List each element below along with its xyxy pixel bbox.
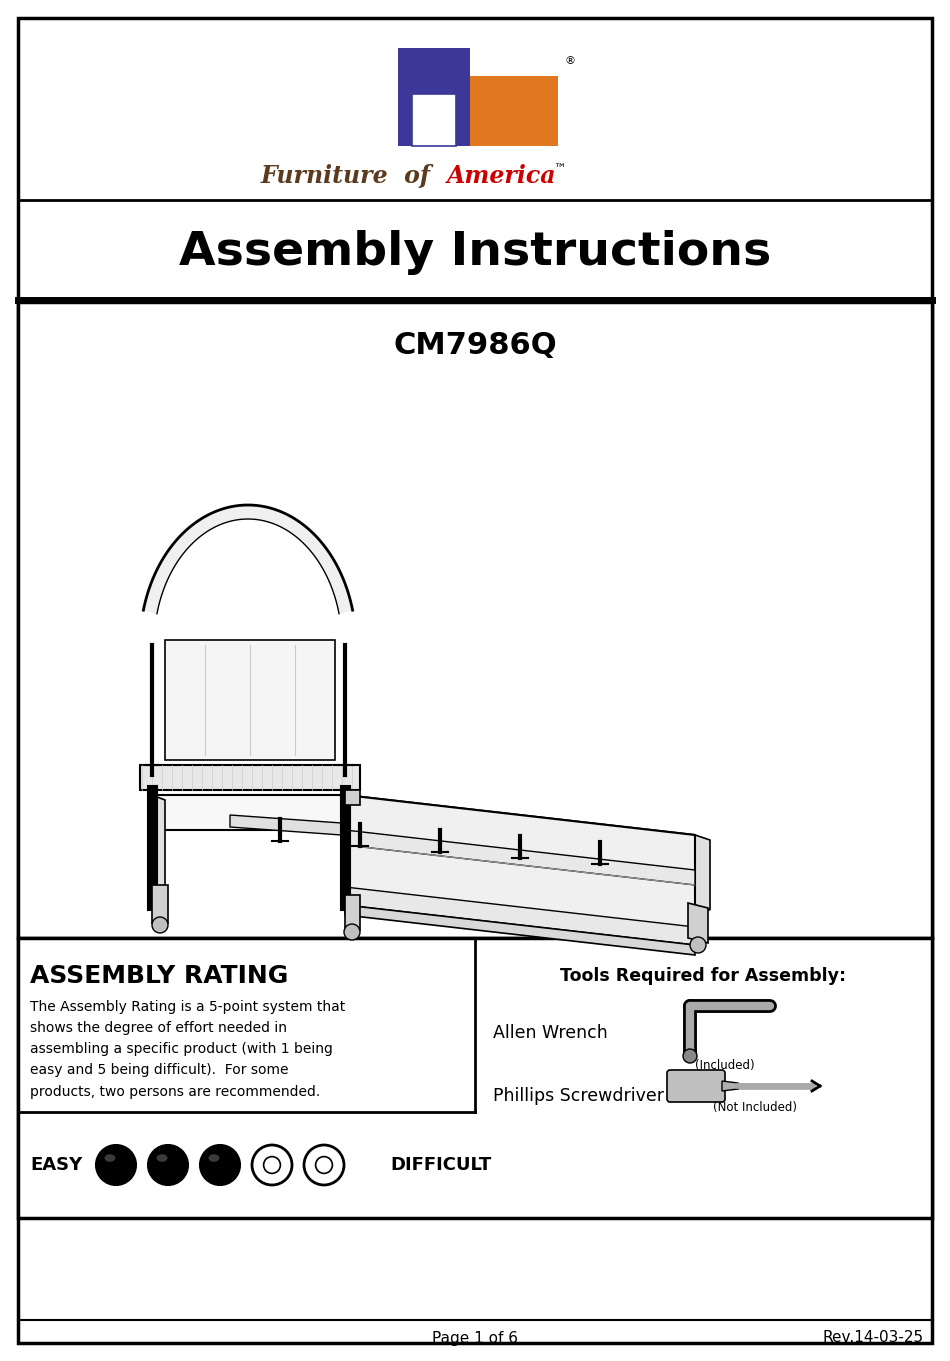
Polygon shape	[722, 1081, 738, 1092]
Text: America: America	[447, 163, 557, 188]
Text: DIFFICULT: DIFFICULT	[390, 1155, 491, 1175]
Polygon shape	[345, 795, 695, 934]
Polygon shape	[152, 795, 165, 900]
Text: Phillips Screwdriver: Phillips Screwdriver	[493, 1087, 664, 1105]
Text: Tools Required for Assembly:: Tools Required for Assembly:	[560, 968, 846, 985]
Circle shape	[690, 936, 706, 953]
Bar	[470, 76, 558, 146]
Polygon shape	[152, 795, 695, 870]
Text: Allen Wrench: Allen Wrench	[493, 1023, 608, 1043]
Ellipse shape	[157, 1154, 167, 1162]
Bar	[18, 302, 932, 938]
Text: EASY: EASY	[30, 1155, 83, 1175]
Circle shape	[683, 1049, 697, 1063]
Text: (Included): (Included)	[695, 1059, 755, 1072]
FancyBboxPatch shape	[667, 1070, 725, 1102]
Text: The Assembly Rating is a 5-point system that
shows the degree of effort needed i: The Assembly Rating is a 5-point system …	[30, 1000, 345, 1098]
Polygon shape	[143, 505, 352, 614]
Polygon shape	[165, 640, 335, 759]
Polygon shape	[345, 887, 695, 945]
Polygon shape	[152, 885, 168, 923]
Ellipse shape	[208, 1154, 219, 1162]
Polygon shape	[345, 905, 695, 955]
Polygon shape	[230, 815, 620, 855]
Bar	[412, 94, 456, 146]
Circle shape	[344, 924, 360, 940]
Circle shape	[200, 1145, 240, 1185]
Circle shape	[148, 1145, 188, 1185]
Polygon shape	[695, 836, 710, 911]
Ellipse shape	[104, 1154, 116, 1162]
Polygon shape	[345, 830, 695, 885]
Polygon shape	[345, 789, 360, 804]
Text: ™: ™	[553, 162, 565, 176]
Text: Rev.14-03-25: Rev.14-03-25	[823, 1331, 924, 1346]
Bar	[398, 48, 470, 146]
Text: Furniture  of: Furniture of	[260, 163, 447, 188]
Text: Page 1 of 6: Page 1 of 6	[432, 1331, 518, 1346]
Polygon shape	[345, 896, 360, 930]
Circle shape	[152, 917, 168, 934]
Circle shape	[96, 1145, 136, 1185]
Text: (Not Included): (Not Included)	[713, 1101, 797, 1115]
Text: Assembly Instructions: Assembly Instructions	[179, 230, 771, 275]
Polygon shape	[688, 902, 708, 943]
Circle shape	[304, 1145, 344, 1185]
Text: ®: ®	[564, 56, 575, 65]
Text: CM7986Q: CM7986Q	[393, 331, 557, 359]
Circle shape	[252, 1145, 292, 1185]
Polygon shape	[140, 765, 360, 789]
Polygon shape	[398, 48, 470, 146]
Text: ASSEMBLY RATING: ASSEMBLY RATING	[30, 964, 289, 988]
Bar	[18, 938, 932, 1218]
